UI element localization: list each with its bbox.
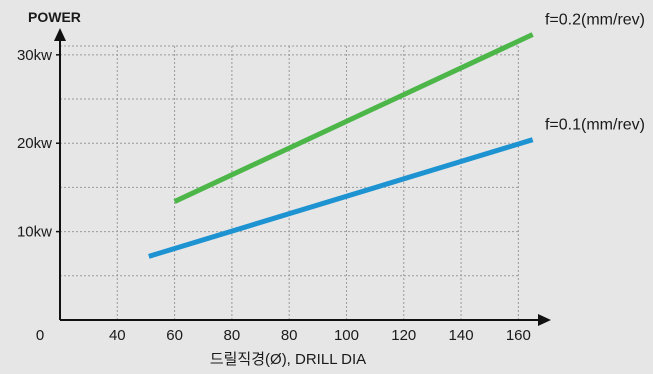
x-tick-label: 100 (334, 327, 359, 344)
y-tick-label: 30kw (17, 47, 52, 64)
x-tick-label: 80 (224, 327, 241, 344)
series-label-2: f=0.1(mm/rev) (545, 117, 645, 134)
x-axis-arrow-icon (538, 314, 551, 326)
y-axis-arrow-icon (54, 28, 66, 41)
axes (54, 28, 551, 326)
series-line-2 (148, 137, 534, 259)
y-axis-label: POWER (28, 9, 81, 25)
series-label-1: f=0.2(mm/rev) (545, 12, 645, 29)
grid (60, 45, 519, 320)
x-tick-label: 40 (109, 327, 126, 344)
x-axis-label: 드릴직경(Ø), DRILL DIA (210, 351, 366, 368)
x-tick-label: 60 (166, 327, 183, 344)
series-line-1 (173, 32, 534, 204)
x-tick-label: 140 (449, 327, 474, 344)
series-group: f=0.2(mm/rev) f=0.1(mm/rev) (148, 12, 645, 259)
x-tick-label: 80 (281, 327, 298, 344)
x-tick-label: 120 (391, 327, 416, 344)
x-ticks: 40 60 80 80 100 120 140 160 (109, 327, 531, 344)
y-tick-label: 20kw (17, 135, 52, 152)
x-tick-label: 160 (506, 327, 531, 344)
origin-label: 0 (36, 327, 44, 344)
y-tick-label: 10kw (17, 224, 52, 241)
y-ticks: 10kw 20kw 30kw (17, 47, 60, 241)
